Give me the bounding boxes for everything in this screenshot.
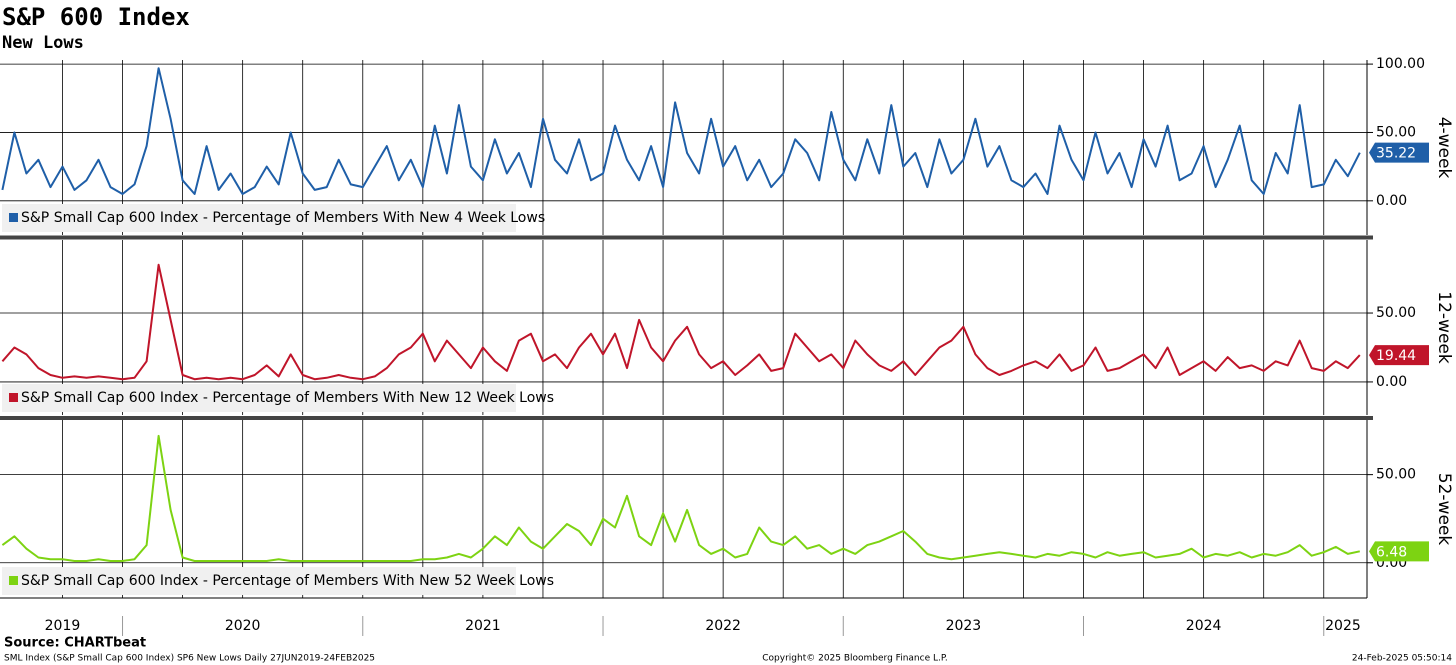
- y-tick-label: 0.00: [1376, 193, 1407, 209]
- y-tick-label: 50.00: [1376, 467, 1416, 483]
- legend-label: S&P Small Cap 600 Index - Percentage of …: [21, 390, 554, 406]
- x-tick-label: 2021: [465, 618, 501, 634]
- footer-center: Copyright© 2025 Bloomberg Finance L.P.: [762, 654, 947, 664]
- footer-left: SML Index (S&P Small Cap 600 Index) SP6 …: [4, 654, 375, 664]
- legend-swatch: [9, 393, 18, 402]
- last-value-label: 35.22: [1376, 146, 1416, 162]
- legend-box: [2, 384, 516, 412]
- y-tick-label: 50.00: [1376, 124, 1416, 140]
- series-line: [1, 434, 1361, 562]
- legend-label: S&P Small Cap 600 Index - Percentage of …: [21, 210, 545, 226]
- legend-swatch: [9, 213, 18, 222]
- x-tick-label: 2023: [946, 618, 982, 634]
- legend-box: [2, 204, 516, 232]
- source: Source: CHARTbeat: [4, 636, 146, 651]
- legend-swatch: [9, 576, 18, 585]
- last-value-badge: [1369, 345, 1429, 366]
- last-value-label: 19.44: [1376, 348, 1416, 364]
- chart-subtitle: New Lows: [2, 33, 84, 53]
- last-value-badge: [1369, 541, 1429, 562]
- x-tick-label: 2024: [1186, 618, 1222, 634]
- y-tick-label: 50.00: [1376, 305, 1416, 321]
- y-tick-label: 100.00: [1376, 56, 1425, 72]
- panel-label: 12-week: [1434, 291, 1454, 364]
- panel-label: 4-week: [1434, 117, 1454, 179]
- last-value-label: 6.48: [1376, 544, 1407, 560]
- legend-label: S&P Small Cap 600 Index - Percentage of …: [21, 573, 554, 589]
- x-tick-label: 2020: [225, 618, 261, 634]
- x-tick-label: 2025: [1325, 618, 1361, 634]
- footer-right: 24-Feb-2025 05:50:14: [1352, 654, 1452, 664]
- x-tick-label: 2019: [45, 618, 81, 634]
- y-tick-label: 0.00: [1376, 374, 1407, 390]
- series-line: [1, 263, 1361, 381]
- series-line: [1, 67, 1361, 195]
- last-value-badge: [1369, 142, 1429, 163]
- panel-label: 52-week: [1434, 473, 1454, 546]
- chart-title: S&P 600 Index: [2, 3, 190, 31]
- legend-box: [2, 567, 516, 595]
- x-tick-label: 2022: [705, 618, 741, 634]
